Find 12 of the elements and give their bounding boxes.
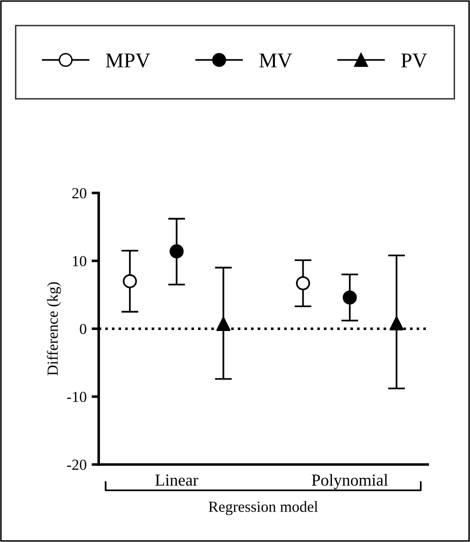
- x-tick-label: Polynomial: [312, 474, 388, 490]
- y-tick-label: -10: [67, 392, 86, 402]
- y-tick-label: -20: [67, 460, 86, 470]
- y-tick-label: 20: [72, 188, 86, 198]
- y-tick-label: 10: [72, 256, 86, 266]
- legend-label: MV: [259, 54, 292, 68]
- legend-label: MPV: [106, 54, 150, 68]
- x-tick-label: Linear: [155, 474, 198, 486]
- y-axis-title: Difference (kg): [46, 282, 61, 376]
- y-tick-label: 0: [80, 324, 86, 334]
- x-axis-title: Regression model: [208, 501, 318, 516]
- legend-label: PV: [401, 54, 428, 68]
